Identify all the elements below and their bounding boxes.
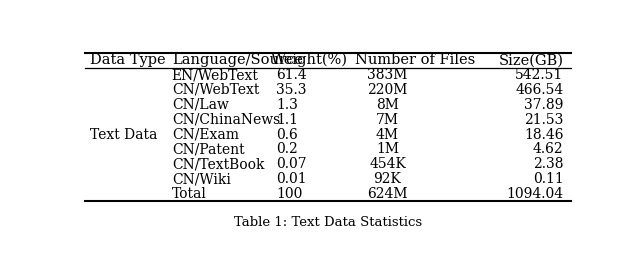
Text: 220M: 220M bbox=[367, 83, 408, 97]
Text: Table 1: Text Data Statistics: Table 1: Text Data Statistics bbox=[234, 215, 422, 229]
Text: CN/Patent: CN/Patent bbox=[172, 142, 244, 156]
Text: 4M: 4M bbox=[376, 128, 399, 142]
Text: CN/Law: CN/Law bbox=[172, 98, 228, 112]
Text: 1094.04: 1094.04 bbox=[506, 187, 564, 201]
Text: Data Type: Data Type bbox=[90, 53, 166, 67]
Text: 8M: 8M bbox=[376, 98, 399, 112]
Text: 2.38: 2.38 bbox=[533, 157, 564, 171]
Text: 7M: 7M bbox=[376, 113, 399, 127]
Text: 35.3: 35.3 bbox=[276, 83, 307, 97]
Text: 383M: 383M bbox=[367, 68, 408, 82]
Text: 454K: 454K bbox=[369, 157, 406, 171]
Text: CN/ChinaNews: CN/ChinaNews bbox=[172, 113, 280, 127]
Text: 18.46: 18.46 bbox=[524, 128, 564, 142]
Text: 466.54: 466.54 bbox=[515, 83, 564, 97]
Text: Weight(%): Weight(%) bbox=[271, 53, 348, 68]
Text: Size(GB): Size(GB) bbox=[499, 53, 564, 67]
Text: 92K: 92K bbox=[374, 172, 401, 186]
Text: 37.89: 37.89 bbox=[524, 98, 564, 112]
Text: Total: Total bbox=[172, 187, 207, 201]
Text: 0.2: 0.2 bbox=[276, 142, 298, 156]
Text: 542.51: 542.51 bbox=[515, 68, 564, 82]
Text: 0.01: 0.01 bbox=[276, 172, 307, 186]
Text: 21.53: 21.53 bbox=[524, 113, 564, 127]
Text: 4.62: 4.62 bbox=[533, 142, 564, 156]
Text: 624M: 624M bbox=[367, 187, 408, 201]
Text: Language/Source: Language/Source bbox=[172, 53, 303, 67]
Text: 61.4: 61.4 bbox=[276, 68, 307, 82]
Text: CN/Exam: CN/Exam bbox=[172, 128, 239, 142]
Text: 1.3: 1.3 bbox=[276, 98, 298, 112]
Text: 0.11: 0.11 bbox=[533, 172, 564, 186]
Text: 0.6: 0.6 bbox=[276, 128, 298, 142]
Text: 1M: 1M bbox=[376, 142, 399, 156]
Text: 0.07: 0.07 bbox=[276, 157, 307, 171]
Text: CN/WebText: CN/WebText bbox=[172, 83, 259, 97]
Text: Number of Files: Number of Files bbox=[355, 53, 476, 67]
Text: 1.1: 1.1 bbox=[276, 113, 298, 127]
Text: EN/WebText: EN/WebText bbox=[172, 68, 259, 82]
Text: 100: 100 bbox=[276, 187, 302, 201]
Text: CN/Wiki: CN/Wiki bbox=[172, 172, 230, 186]
Text: CN/TextBook: CN/TextBook bbox=[172, 157, 264, 171]
Text: Text Data: Text Data bbox=[90, 128, 157, 142]
